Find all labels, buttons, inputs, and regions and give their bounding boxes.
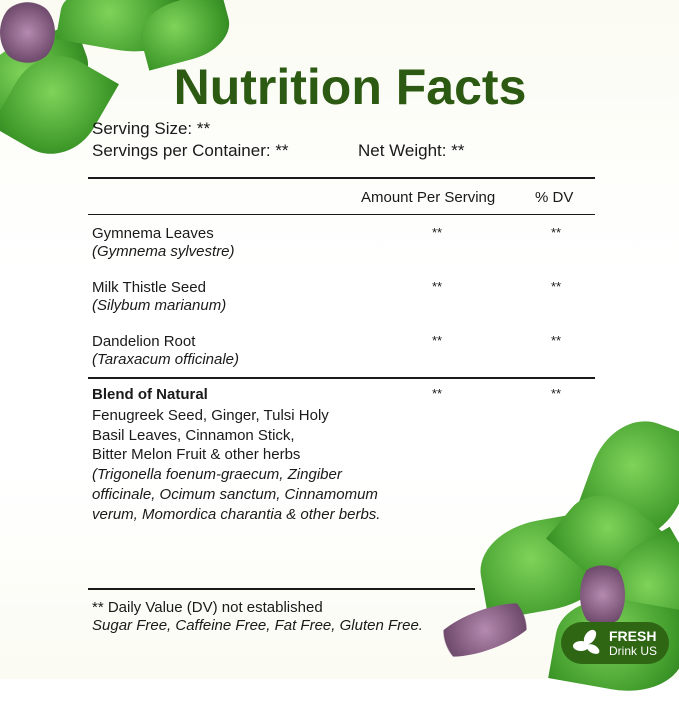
column-header-dv: % DV [535, 189, 574, 206]
divider [88, 377, 595, 379]
blend-ingredients: Fenugreek Seed, Ginger, Tulsi Holy Basil… [92, 406, 380, 524]
page-title: Nutrition Facts [173, 59, 527, 115]
divider [88, 588, 475, 590]
ingredient-name: Milk Thistle Seed [92, 279, 206, 296]
blend-line: Fenugreek Seed, Ginger, Tulsi Holy [92, 407, 329, 424]
blend-line: Bitter Melon Fruit & other herbs [92, 446, 301, 464]
ingredient-latin: (Taraxacum officinale) [92, 351, 240, 368]
blend-line: Basil Leaves, Cinnamon Stick, [92, 426, 295, 444]
dv-value: ** [550, 279, 562, 294]
footnote: ** Daily Value (DV) not established [92, 599, 323, 616]
divider [88, 177, 595, 179]
badge-line1: FRESH [609, 628, 657, 644]
dv-value: ** [550, 386, 562, 401]
blend-latin-line: verum, Momordica charantia & other berbs… [92, 505, 381, 523]
dv-value: ** [550, 225, 562, 240]
blend-title: Blend of Natural [92, 386, 208, 403]
divider [88, 214, 595, 215]
servings-per-container: Servings per Container: ** [92, 141, 289, 160]
fresh-drink-us-logo: FRESH Drink US [561, 622, 669, 664]
column-header-amount: Amount Per Serving [361, 189, 496, 206]
leaf-logo-icon [573, 629, 600, 654]
claims: Sugar Free, Caffeine Free, Fat Free, Glu… [92, 617, 423, 634]
blend-latin-line: (Trigonella foenum-graecum, Zingiber [92, 466, 342, 484]
ingredient-latin: (Silybum marianum) [92, 297, 227, 314]
badge-line2: Drink US [609, 644, 658, 658]
blend-latin-line: officinale, Ocimum sanctum, Cinnamomum [92, 485, 378, 503]
serving-size: Serving Size: ** [92, 119, 211, 138]
amount-value: ** [431, 225, 443, 240]
amount-value: ** [431, 279, 443, 294]
ingredient-latin: (Gymnema sylvestre) [92, 243, 235, 260]
amount-value: ** [431, 386, 443, 401]
dv-value: ** [550, 333, 562, 348]
amount-value: ** [431, 333, 443, 348]
ingredient-name: Dandelion Root [92, 333, 196, 350]
net-weight: Net Weight: ** [358, 141, 465, 160]
ingredient-name: Gymnema Leaves [92, 225, 214, 242]
